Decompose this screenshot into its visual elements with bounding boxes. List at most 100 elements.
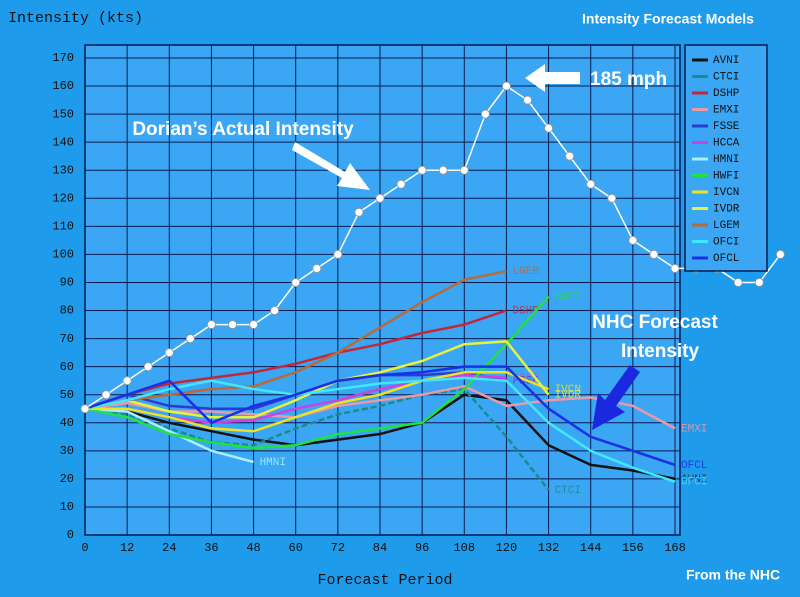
chart-title: Intensity Forecast Models [582, 11, 754, 27]
observed-point [459, 165, 469, 175]
nhc-annotation: NHC Forecast [592, 312, 718, 333]
chart-subtitle: From the NHC [686, 567, 780, 583]
y-tick-label: 70 [60, 332, 74, 346]
observed-point [143, 362, 153, 372]
lines: AVNICTCIDSHPEMXIFSSEHCCAHMNIHWFIIVCNIVDR… [80, 81, 785, 497]
observed-point [480, 109, 490, 119]
series-line [84, 340, 550, 419]
legend-label: HCCA [713, 137, 740, 149]
observed-point [101, 390, 111, 400]
x-tick-label: 144 [580, 541, 602, 555]
y-tick-label: 170 [52, 51, 74, 65]
observed-point [164, 348, 174, 358]
observed-point [438, 165, 448, 175]
observed-point [754, 278, 764, 287]
x-tick-label: 168 [664, 541, 686, 555]
y-tick-label: 20 [60, 472, 74, 486]
series-line [84, 407, 254, 464]
observed-point [270, 306, 280, 315]
plot-area [84, 44, 681, 536]
y-tick-label: 0 [67, 528, 74, 542]
peak-annotation: 185 mph [590, 69, 667, 90]
observed-point [417, 165, 427, 175]
y-tick-label: 150 [52, 107, 74, 121]
series-line [84, 365, 676, 467]
series-end-label: OFCL [681, 460, 707, 472]
arrow [292, 142, 370, 190]
y-tick-label: 110 [52, 220, 74, 234]
series-line [84, 85, 781, 410]
nhc-annotation: Intensity [621, 341, 700, 362]
observed-point [544, 123, 553, 133]
legend: AVNI CTCI DSHP EMXI FSSE HCCA HMNI HWFI IVCN IVDR… [692, 55, 740, 265]
observed-point [396, 179, 406, 189]
x-tick-label: 36 [204, 541, 218, 555]
x-tick-label: 120 [496, 541, 518, 555]
y-tick-label: 60 [60, 360, 74, 374]
observed-point [628, 235, 638, 245]
series-line [84, 385, 676, 430]
legend-label: CTCI [713, 71, 739, 83]
series-line [84, 269, 507, 410]
y-tick-label: 100 [52, 248, 74, 262]
observed-point [122, 376, 132, 386]
legend-label: IVCN [713, 187, 739, 199]
y-tick-label: 50 [60, 388, 74, 402]
series-line [85, 371, 550, 433]
y-tick-label: 90 [60, 276, 74, 290]
series-end-label: HWFI [555, 291, 581, 303]
y-tick-label: 120 [52, 191, 74, 205]
series-line [84, 393, 676, 481]
observed-point [249, 320, 258, 329]
x-tick-label: 48 [246, 541, 260, 555]
grid: 0102030405060708090100110120130140150160… [52, 45, 686, 555]
legend-label: IVDR [713, 203, 740, 215]
observed-point [312, 264, 322, 273]
legend-label: DSHP [713, 88, 740, 100]
series-end-label: AVNI [681, 474, 707, 486]
observed-annotation: Dorian’s Actual Intensity [132, 119, 354, 140]
observed-point [291, 278, 301, 287]
series-end-label: EMXI [681, 423, 707, 435]
legend-label: AVNI [713, 55, 739, 67]
x-tick-label: 12 [120, 541, 134, 555]
series-end-label: LGEM [512, 266, 538, 278]
y-tick-label: 140 [52, 135, 74, 149]
observed-point [333, 250, 343, 259]
y-tick-label: 80 [60, 304, 74, 318]
legend-label: OFCI [713, 236, 739, 248]
series-end-label: IVDR [555, 390, 582, 402]
observed-point [228, 320, 237, 329]
x-tick-label: 132 [538, 541, 560, 555]
observed-point [670, 264, 680, 273]
y-tick-label: 40 [60, 416, 74, 430]
observed-point [649, 250, 659, 259]
observed-point [775, 250, 785, 259]
legend-label: LGEM [713, 220, 739, 232]
legend-label: HWFI [713, 170, 739, 182]
observed-point [607, 193, 617, 203]
x-axis-label: Forecast Period [317, 572, 452, 589]
observed-point [354, 207, 364, 217]
x-tick-label: 108 [453, 541, 475, 555]
legend-label: EMXI [713, 104, 739, 116]
arrow [592, 365, 640, 430]
series-end-label: HMNI [260, 457, 286, 469]
x-tick-label: 96 [415, 541, 429, 555]
x-tick-label: 156 [622, 541, 644, 555]
y-tick-label: 30 [60, 444, 74, 458]
legend-label: HMNI [713, 154, 739, 166]
observed-point [523, 95, 532, 105]
observed-point [502, 81, 511, 91]
x-tick-label: 0 [81, 541, 88, 555]
x-tick-label: 24 [162, 541, 176, 555]
x-tick-label: 72 [331, 541, 345, 555]
legend-label: OFCL [713, 253, 739, 265]
legend-label: FSSE [713, 121, 740, 133]
x-tick-label: 60 [289, 541, 303, 555]
observed-point [733, 278, 743, 287]
y-tick-label: 130 [52, 163, 74, 177]
y-axis-label: Intensity (kts) [8, 10, 143, 27]
series-end-label: IVCN [555, 384, 581, 396]
y-tick-label: 160 [52, 79, 74, 93]
